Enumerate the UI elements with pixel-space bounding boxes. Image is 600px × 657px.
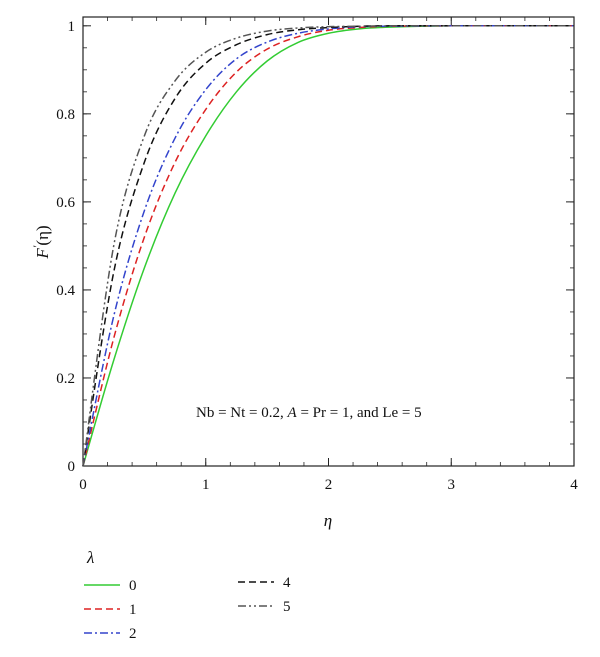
y-axis-label-arg: (η) [33,225,52,245]
series-lines [82,24,574,467]
x-axis-label: η [324,511,332,530]
parameter-annotation: Nb = Nt = 0.2, A = Pr = 1, and Le = 5 [196,405,422,421]
plot-frame [82,16,575,467]
legend-title: λ [86,548,94,567]
y-axis-label-prime: ′ [30,245,44,248]
series-line-lambda-0 [82,24,574,467]
series-line-lambda-1 [82,25,574,467]
x-tick-label: 3 [448,477,456,493]
x-tick-label: 2 [325,477,333,493]
legend-label: 4 [283,575,291,591]
legend-label: 5 [283,599,291,615]
y-axis-label: F′(η) [30,225,52,259]
y-tick-label: 0.6 [56,195,75,211]
y-tick-label: 0 [68,459,76,475]
series-line-lambda-5 [82,25,574,467]
x-tick-label: 4 [570,477,578,493]
legend: 0 1 2 4 5 [84,575,291,642]
y-tick-label: 0.4 [56,283,75,299]
x-tick-label: 1 [202,477,210,493]
y-tick-label: 0.8 [56,107,75,123]
legend-label: 0 [129,578,137,594]
y-tick-label: 0.2 [56,371,75,387]
y-tick-label: 1 [68,19,76,35]
series-line-lambda-4 [82,25,574,467]
axis-ticks: 0 1 2 3 4 0 0.2 0.4 0.6 0.8 1 [56,17,578,493]
legend-label: 1 [129,602,137,618]
svg-text:F′(η): F′(η) [30,225,52,259]
x-tick-label: 0 [79,477,87,493]
series-line-lambda-2 [82,25,574,467]
y-axis-label-main: F [33,248,52,260]
legend-label: 2 [129,626,137,642]
